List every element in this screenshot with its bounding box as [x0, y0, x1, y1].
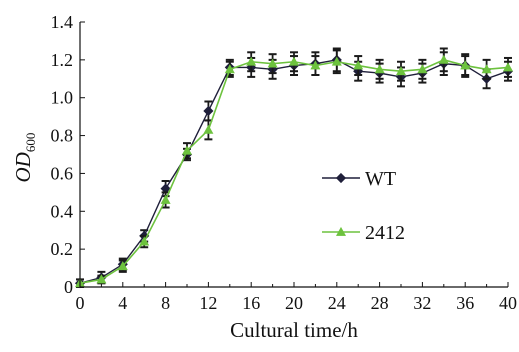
data-point: [395, 66, 407, 76]
data-point: [288, 56, 300, 66]
data-point: [160, 194, 171, 204]
data-point: [502, 62, 514, 72]
x-tick-label: 8: [161, 293, 170, 313]
data-point: [267, 58, 278, 68]
y-axis-title-subscript: 600: [23, 133, 38, 153]
legend: WT 2412: [322, 168, 405, 244]
series-WT: [74, 47, 514, 289]
y-tick-label: 0.4: [51, 201, 74, 221]
series-2412: [74, 47, 514, 288]
data-point: [438, 54, 449, 64]
data-point: [181, 145, 193, 155]
y-axis-title: OD600: [11, 133, 38, 183]
x-tick-label: 20: [285, 293, 303, 313]
legend-entry: WT: [322, 168, 396, 190]
x-tick-label: 16: [242, 293, 260, 313]
y-tick-label: 0.6: [51, 163, 74, 183]
data-point: [203, 105, 214, 117]
x-tick-label: 24: [328, 293, 346, 313]
y-tick-label: 0.8: [51, 126, 74, 146]
data-point: [481, 64, 492, 74]
data-point: [460, 60, 471, 70]
data-point: [246, 56, 257, 66]
data-point: [417, 64, 428, 74]
y-tick-label: 1.0: [51, 88, 74, 108]
x-tick-label: 28: [371, 293, 389, 313]
data-point: [117, 261, 128, 271]
x-tick-label: 12: [199, 293, 217, 313]
y-tick-label: 0.2: [51, 239, 74, 259]
legend-label: 2412: [365, 222, 405, 244]
legend-entry: 2412: [322, 222, 405, 244]
x-axis-title: Cultural time/h: [230, 318, 358, 342]
data-point: [203, 124, 214, 134]
x-tick-label: 0: [76, 293, 85, 313]
legend-marker: [335, 226, 347, 236]
data-point: [96, 274, 107, 284]
data-point: [331, 56, 342, 66]
legend-label: WT: [365, 168, 396, 190]
x-tick-label: 32: [413, 293, 431, 313]
x-tick-label: 36: [456, 293, 474, 313]
data-point: [374, 64, 385, 74]
data-point: [139, 236, 150, 246]
y-tick-label: 1.2: [51, 50, 74, 70]
data-point: [353, 60, 364, 70]
axes: 0 4 8 12 16 20 24 28 32 36 40 0 0.2 0.4 0.6 0.8 1.0 1.2 1.…: [11, 12, 517, 342]
series-line: [79, 59, 509, 284]
data-point: [310, 60, 321, 70]
legend-marker: [335, 172, 347, 184]
y-axis-title-main: OD: [11, 152, 35, 182]
series-line: [79, 59, 509, 285]
x-tick-label: 4: [118, 293, 127, 313]
plot-area: [74, 47, 514, 289]
y-tick-label: 1.4: [51, 12, 74, 32]
x-tick-label: 40: [499, 293, 517, 313]
data-point: [224, 64, 235, 74]
y-tick-label: 0: [64, 277, 73, 297]
